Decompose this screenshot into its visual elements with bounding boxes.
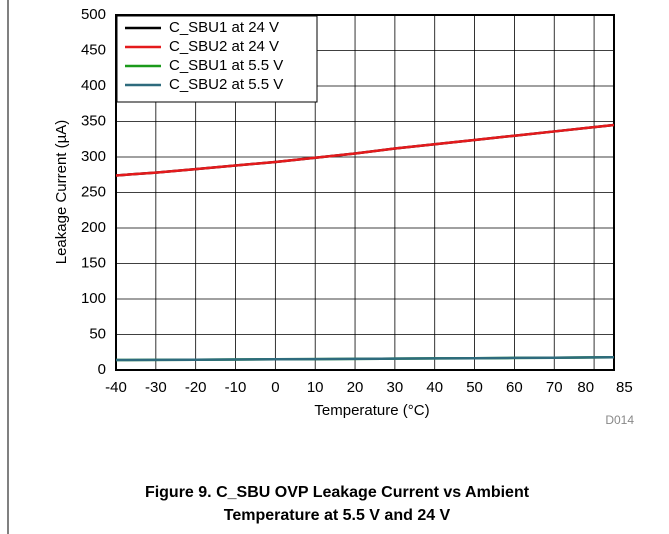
- x-tick-label: 85: [616, 379, 633, 396]
- x-tick-label: 50: [466, 379, 483, 396]
- caption-line: Figure 9. C_SBU OVP Leakage Current vs A…: [145, 484, 530, 501]
- y-axis-label: Leakage Current (µA): [53, 120, 70, 265]
- x-tick-label: 80: [577, 379, 594, 396]
- y-tick-label: 300: [81, 148, 106, 165]
- x-tick-label: 20: [347, 379, 364, 396]
- y-tick-label: 450: [81, 41, 106, 58]
- y-tick-label: 200: [81, 219, 106, 236]
- y-tick-label: 350: [81, 112, 106, 129]
- legend-box: [116, 15, 318, 103]
- y-tick-label: 100: [81, 290, 106, 307]
- caption-line: Temperature at 5.5 V and 24 V: [224, 507, 451, 524]
- series-line: [115, 123, 615, 177]
- x-tick-label: 30: [387, 379, 404, 396]
- x-tick-label: -20: [185, 379, 207, 396]
- legend-label: C_SBU1 at 5.5 V: [169, 57, 283, 74]
- annotation: D014: [605, 413, 634, 427]
- y-tick-label: 250: [81, 183, 106, 200]
- legend-label: C_SBU2 at 5.5 V: [169, 76, 283, 93]
- x-tick-label: 70: [546, 379, 563, 396]
- x-tick-label: -40: [105, 379, 127, 396]
- x-axis-label: Temperature (°C): [314, 402, 429, 419]
- y-tick-label: 500: [81, 6, 106, 23]
- x-tick-label: 10: [307, 379, 324, 396]
- x-tick-label: 0: [271, 379, 279, 396]
- x-tick-label: 60: [506, 379, 523, 396]
- x-tick-label: -10: [225, 379, 247, 396]
- series-line: [115, 355, 615, 362]
- x-tick-label: -30: [145, 379, 167, 396]
- y-tick-label: 50: [89, 325, 106, 342]
- legend-label: C_SBU1 at 24 V: [169, 19, 279, 36]
- x-tick-label: 40: [426, 379, 443, 396]
- legend-label: C_SBU2 at 24 V: [169, 38, 279, 55]
- y-tick-label: 150: [81, 254, 106, 271]
- plot-frame: [115, 14, 615, 371]
- y-tick-label: 0: [98, 361, 106, 378]
- y-tick-label: 400: [81, 77, 106, 94]
